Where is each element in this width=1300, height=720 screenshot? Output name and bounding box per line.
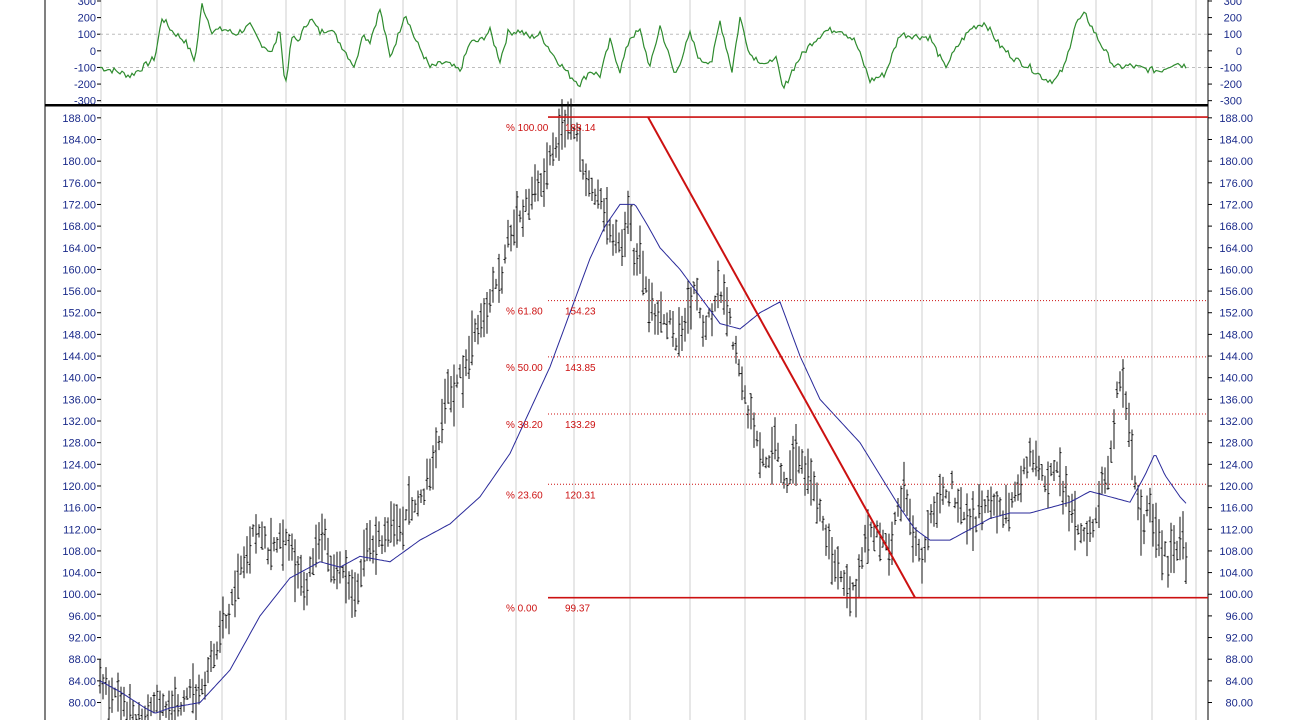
price-right-tick-label: 188.00 — [1219, 113, 1253, 125]
price-right-tick-label: 168.00 — [1219, 221, 1253, 233]
fibonacci-percent-label: % 23.60 — [506, 490, 543, 501]
osc-right-tick-label: -100 — [1220, 62, 1242, 74]
ohlc-bars — [98, 98, 1188, 720]
price-left-tick-label: 172.00 — [62, 199, 96, 211]
price-right-tick-label: 140.00 — [1219, 373, 1253, 385]
price-left-tick-label: 132.00 — [62, 416, 96, 428]
osc-right-tick-label: 0 — [1236, 46, 1242, 58]
price-left-tick-label: 116.00 — [63, 503, 96, 515]
price-right-tick-label: 148.00 — [1219, 329, 1253, 341]
price-right-tick-label: 176.00 — [1219, 178, 1253, 190]
price-left-tick-label: 188.00 — [62, 113, 96, 125]
osc-left-tick-label: 300 — [78, 0, 96, 8]
price-right-tick-label: 120.00 — [1219, 481, 1253, 493]
price-right-tick-label: 136.00 — [1219, 394, 1253, 406]
oscillator-line — [100, 3, 1187, 90]
price-left-tick-label: 104.00 — [62, 568, 96, 580]
moving-average-line — [99, 203, 1187, 714]
price-right-tick-label: 112.00 — [1220, 524, 1253, 536]
price-right-tick-label: 100.00 — [1219, 589, 1253, 601]
price-left-tick-label: 176.00 — [62, 178, 96, 190]
price-left-tick-label: 84.00 — [68, 676, 96, 688]
price-left-tick-label: 88.00 — [68, 654, 96, 666]
osc-left-tick-label: 200 — [78, 13, 96, 25]
price-left-tick-label: 156.00 — [62, 286, 96, 298]
osc-left-tick-label: 100 — [78, 29, 96, 41]
price-left-tick-label: 100.00 — [62, 589, 96, 601]
osc-right-tick-label: -300 — [1220, 96, 1242, 108]
price-right-tick-label: 124.00 — [1219, 459, 1253, 471]
price-right-tick-label: 180.00 — [1219, 156, 1253, 168]
price-right-tick-label: 96.00 — [1225, 611, 1253, 623]
fibonacci-percent-label: % 38.20 — [506, 420, 543, 431]
price-left-tick-label: 140.00 — [62, 373, 96, 385]
price-panel: 188.00 188.00 184.00 184.00 180.00 180.00 176.… — [44, 0, 1253, 720]
price-left-tick-label: 124.00 — [62, 459, 96, 471]
price-left-tick-label: 180.00 — [62, 156, 96, 168]
price-right-tick-label: 108.00 — [1219, 546, 1253, 558]
price-left-tick-label: 148.00 — [62, 329, 96, 341]
price-left-tick-label: 160.00 — [62, 264, 96, 276]
price-right-tick-label: 172.00 — [1219, 199, 1253, 211]
price-right-tick-label: 184.00 — [1219, 134, 1253, 146]
price-right-tick-label: 104.00 — [1219, 568, 1253, 580]
fibonacci-trend-line — [647, 116, 916, 599]
osc-right-tick-label: 100 — [1224, 29, 1242, 41]
price-right-tick-label: 164.00 — [1219, 243, 1253, 255]
fibonacci-value-label: 143.85 — [565, 363, 596, 374]
fibonacci-value-label: 99.37 — [565, 604, 590, 615]
price-left-tick-label: 168.00 — [62, 221, 96, 233]
fibonacci-percent-label: % 50.00 — [506, 363, 543, 374]
price-right-tick-label: 128.00 — [1219, 438, 1253, 450]
price-left-tick-label: 96.00 — [68, 611, 96, 623]
fibonacci-percent-label: % 100.00 — [506, 123, 549, 134]
price-left-tick-label: 112.00 — [63, 524, 96, 536]
price-right-tick-label: 92.00 — [1225, 633, 1253, 645]
price-left-tick-label: 152.00 — [62, 308, 96, 320]
price-left-tick-label: 80.00 — [68, 698, 96, 710]
price-right-tick-label: 84.00 — [1225, 676, 1253, 688]
price-left-tick-label: 164.00 — [62, 243, 96, 255]
price-right-tick-label: 80.00 — [1225, 698, 1253, 710]
price-left-tick-label: 108.00 — [62, 546, 96, 558]
osc-right-tick-label: 200 — [1224, 13, 1242, 25]
osc-left-tick-label: -100 — [74, 62, 96, 74]
price-right-tick-label: 144.00 — [1219, 351, 1253, 363]
osc-right-tick-label: -200 — [1220, 79, 1242, 91]
price-left-tick-label: 144.00 — [62, 351, 96, 363]
osc-right-tick-label: 300 — [1224, 0, 1242, 8]
fibonacci-value-label: 133.29 — [565, 420, 596, 431]
panel-separator — [45, 104, 1208, 107]
fibonacci-percent-label: % 0.00 — [506, 604, 538, 615]
price-right-tick-label: 88.00 — [1225, 654, 1253, 666]
fibonacci-percent-label: % 61.80 — [506, 307, 543, 318]
price-left-tick-label: 184.00 — [62, 134, 96, 146]
oscillator-panel: 300 300 200 200 100 100 0 0 -100 -100 -200 -200 -300… — [74, 0, 1242, 108]
price-right-tick-label: 132.00 — [1219, 416, 1253, 428]
fibonacci-value-label: 120.31 — [565, 490, 596, 501]
price-left-tick-label: 92.00 — [68, 633, 96, 645]
price-left-tick-label: 120.00 — [62, 481, 96, 493]
fibonacci-value-label: 188.14 — [565, 123, 596, 134]
osc-left-tick-label: 0 — [90, 46, 96, 58]
price-right-tick-label: 160.00 — [1219, 264, 1253, 276]
osc-left-tick-label: -200 — [74, 79, 96, 91]
fibonacci-value-label: 154.23 — [565, 307, 596, 318]
price-right-tick-label: 116.00 — [1220, 503, 1253, 515]
price-left-tick-label: 136.00 — [62, 394, 96, 406]
price-right-tick-label: 152.00 — [1219, 308, 1253, 320]
price-right-tick-label: 156.00 — [1219, 286, 1253, 298]
price-left-tick-label: 128.00 — [62, 438, 96, 450]
